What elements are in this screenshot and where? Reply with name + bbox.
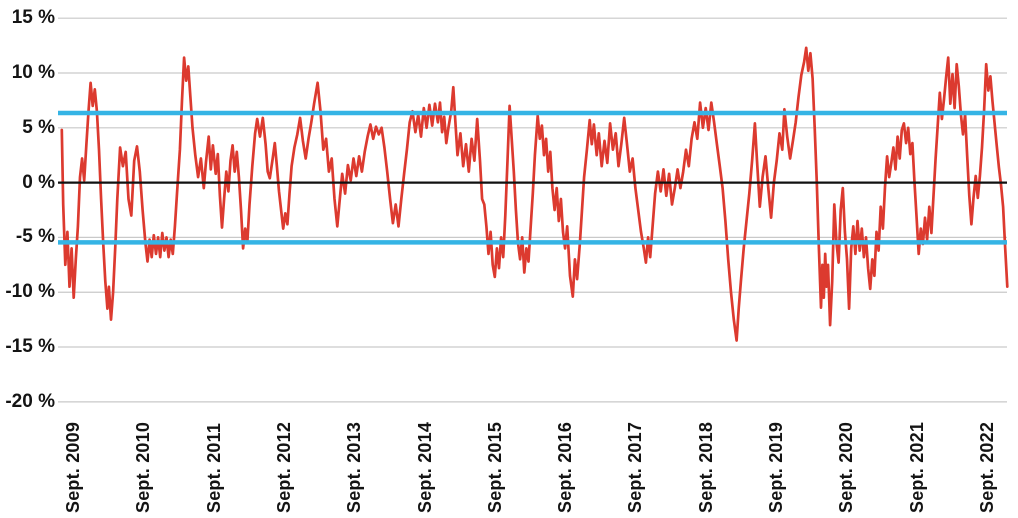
y-tick-label: 10 %	[11, 61, 55, 83]
x-tick-label: Sept. 2016	[555, 421, 576, 513]
x-tick-label: Sept. 2012	[273, 421, 294, 513]
x-tick-label: Sept. 2018	[695, 421, 716, 513]
y-tick-label: -20 %	[5, 390, 55, 412]
y-tick-label: -10 %	[5, 281, 55, 303]
x-tick-label: Sept. 2013	[344, 421, 365, 513]
x-tick-label: Sept. 2021	[906, 421, 927, 513]
x-tick-label: Sept. 2019	[766, 421, 786, 513]
x-tick-label: Sept. 2015	[484, 421, 505, 513]
x-tick-label: Sept. 2010	[133, 421, 154, 513]
y-tick-label: -5 %	[15, 226, 55, 248]
x-tick-label: Sept. 2022	[976, 421, 997, 513]
y-tick-label: 15 %	[11, 7, 55, 29]
series-line-deviation-percent	[60, 46, 1009, 342]
x-tick-label: Sept. 2009	[63, 421, 83, 513]
y-tick-label: -15 %	[5, 336, 55, 358]
y-tick-label: 5 %	[22, 116, 55, 138]
x-tick-label: Sept. 2014	[414, 421, 435, 513]
x-tick-label: Sept. 2011	[203, 422, 224, 513]
x-tick-label: Sept. 2017	[625, 421, 646, 513]
x-tick-label: Sept. 2020	[836, 421, 857, 513]
y-tick-label: 0 %	[22, 171, 55, 193]
